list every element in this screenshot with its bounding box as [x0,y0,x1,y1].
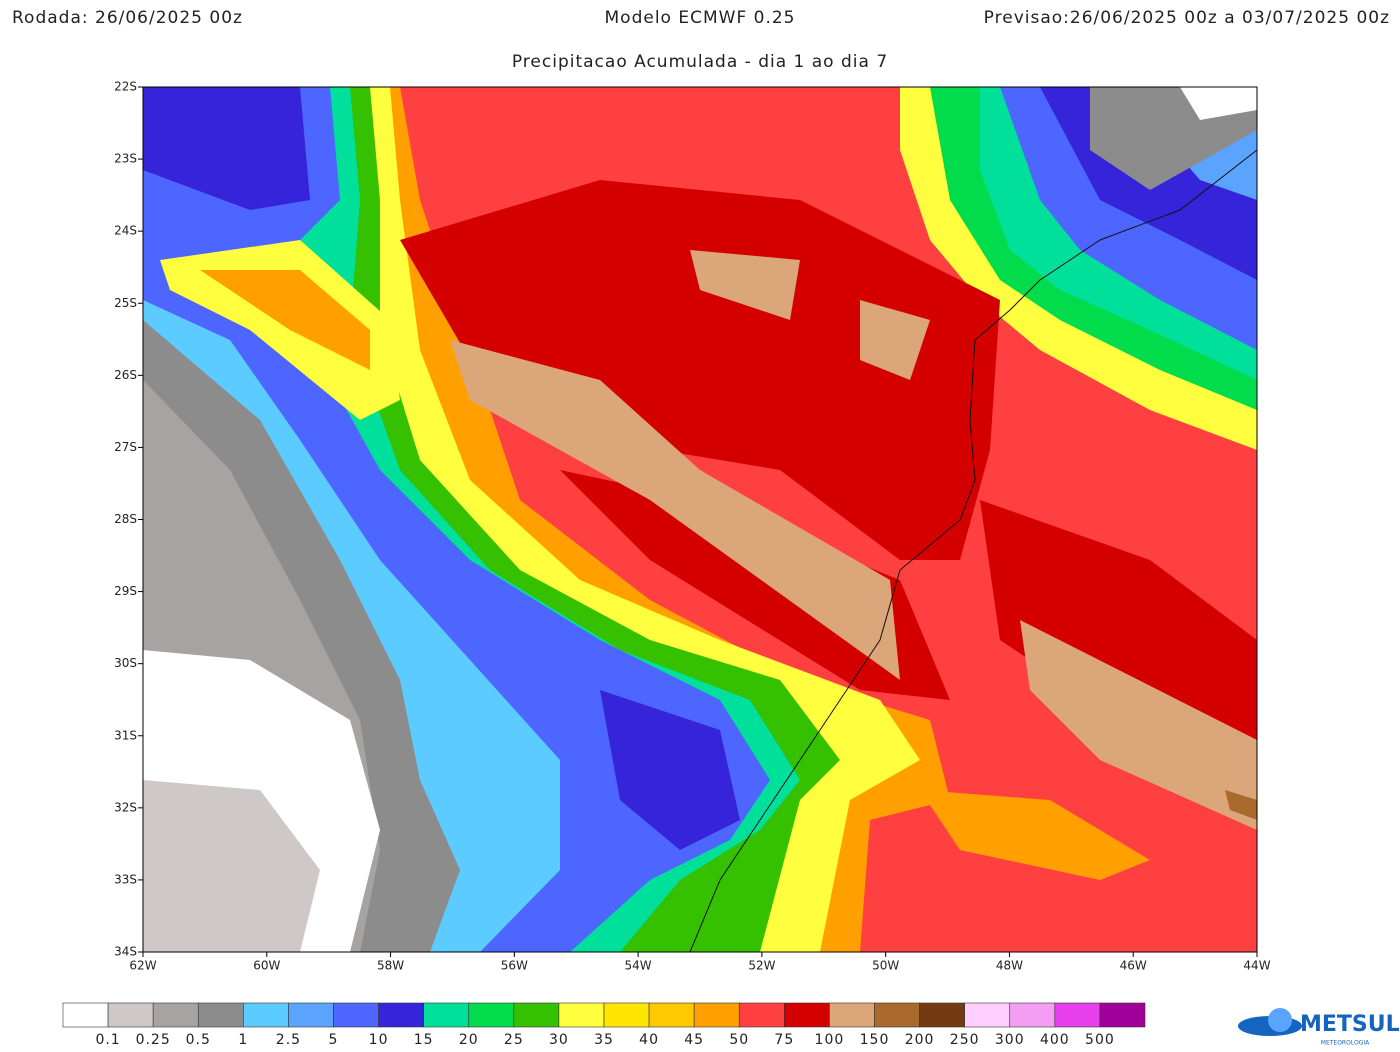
colorbar-label: 20 [459,1032,479,1048]
lon-tick-label: 52W [748,959,775,973]
colorbar-label: 300 [995,1032,1025,1048]
logo-globe [1268,1008,1292,1032]
colorbar-swatch [62,1002,109,1028]
lon-tick-label: 50W [872,959,899,973]
logo: METSUL METEOROLOGIA [1238,1008,1400,1047]
colorbar-label: 0.1 [95,1032,120,1048]
model-label: Modelo ECMWF 0.25 [605,8,796,28]
colorbar-swatch [738,1002,785,1028]
lat-tick-label: 30S [114,656,137,670]
colorbar-label: 250 [950,1032,980,1048]
colorbar-swatch [152,1002,199,1028]
colorbar-swatch [378,1002,424,1028]
colorbar-label: 5 [329,1032,339,1048]
lon-tick-label: 46W [1120,959,1147,973]
colorbar-swatch [423,1002,470,1028]
colorbar-swatch [107,1002,154,1028]
lat-tick-label: 29S [114,584,137,598]
colorbar-label: 45 [684,1032,704,1048]
rain-area [143,780,320,952]
rain-area [160,240,400,420]
lat-tick-label: 33S [114,872,137,886]
colorbar-label: 30 [549,1032,569,1048]
lat-tick-label: 22S [114,80,137,94]
colorbar-swatch [513,1002,560,1028]
rain-area [1225,790,1257,820]
lat-tick-label: 24S [114,224,137,238]
colorbar-swatch [1054,1002,1101,1028]
colorbar-swatch [874,1002,920,1028]
lon-tick-label: 62W [129,959,156,973]
lat-tick-label: 26S [114,368,137,382]
rain-area [860,300,930,380]
colorbar-swatch [197,1002,244,1028]
lat-tick-label: 32S [114,800,137,814]
colorbar-swatch [603,1002,650,1028]
colorbar-swatch [1099,1002,1146,1028]
lon-tick-label: 54W [625,959,652,973]
lon-tick-label: 58W [377,959,404,973]
colorbar-label: 0.5 [186,1032,211,1048]
colorbar-swatch [829,1002,875,1028]
rain-area [690,250,800,320]
colorbar-swatch [333,1002,379,1028]
colorbar-label: 35 [594,1032,614,1048]
colorbar-swatch [648,1002,695,1028]
rain-area [1020,620,1257,830]
lat-tick-label: 28S [114,512,137,526]
colorbar-swatch [1009,1002,1056,1028]
run-label: Rodada: 26/06/2025 00z [12,8,243,28]
rain-area [400,180,1000,560]
colorbar-swatch [693,1002,740,1028]
colorbar-swatch [288,1002,334,1028]
colorbar-label: 500 [1085,1032,1115,1048]
colorbar-label: 15 [414,1032,434,1048]
colorbar-label: 0.25 [136,1032,171,1048]
precipitation-field [143,87,1257,952]
colorbar-label: 1 [238,1032,248,1048]
rain-area [143,87,310,210]
colorbar-swatch [964,1002,1011,1028]
colorbar-label: 150 [860,1032,890,1048]
lon-tick-label: 44W [1243,959,1270,973]
logo-tagline: METEOROLOGIA [1321,1040,1370,1047]
lat-tick-label: 34S [114,945,137,959]
map-subtitle: Precipitacao Acumulada - dia 1 ao dia 7 [512,52,888,72]
colorbar-label: 75 [774,1032,794,1048]
lat-tick-label: 31S [114,728,137,742]
colorbar-swatch [919,1002,965,1028]
colorbar-label: 100 [815,1032,845,1048]
rain-area [200,270,370,370]
lat-tick-label: 27S [114,440,137,454]
logo-name: METSUL [1300,1012,1400,1037]
rain-area [1180,87,1257,120]
colorbar-swatch [243,1002,289,1028]
lat-tick-label: 23S [114,152,137,166]
colorbar-label: 10 [369,1032,389,1048]
coastline [689,149,1257,952]
colorbar-label: 2.5 [276,1032,301,1048]
lon-tick-label: 56W [501,959,528,973]
rain-area [980,500,1257,760]
colorbar-label: 25 [504,1032,524,1048]
colorbar-label: 400 [1040,1032,1070,1048]
colorbar-label: 40 [639,1032,659,1048]
colorbar-swatch [468,1002,515,1028]
colorbar-swatch [558,1002,605,1028]
colorbar-label: 50 [729,1032,749,1048]
rain-area [450,340,900,680]
rain-area [600,690,740,850]
lon-tick-label: 48W [996,959,1023,973]
forecast-label: Previsao:26/06/2025 00z a 03/07/2025 00z [984,8,1390,28]
lat-tick-label: 25S [114,296,137,310]
colorbar-swatch [784,1002,830,1028]
lon-tick-label: 60W [253,959,280,973]
colorbar-label: 200 [905,1032,935,1048]
rain-area [920,790,1150,880]
